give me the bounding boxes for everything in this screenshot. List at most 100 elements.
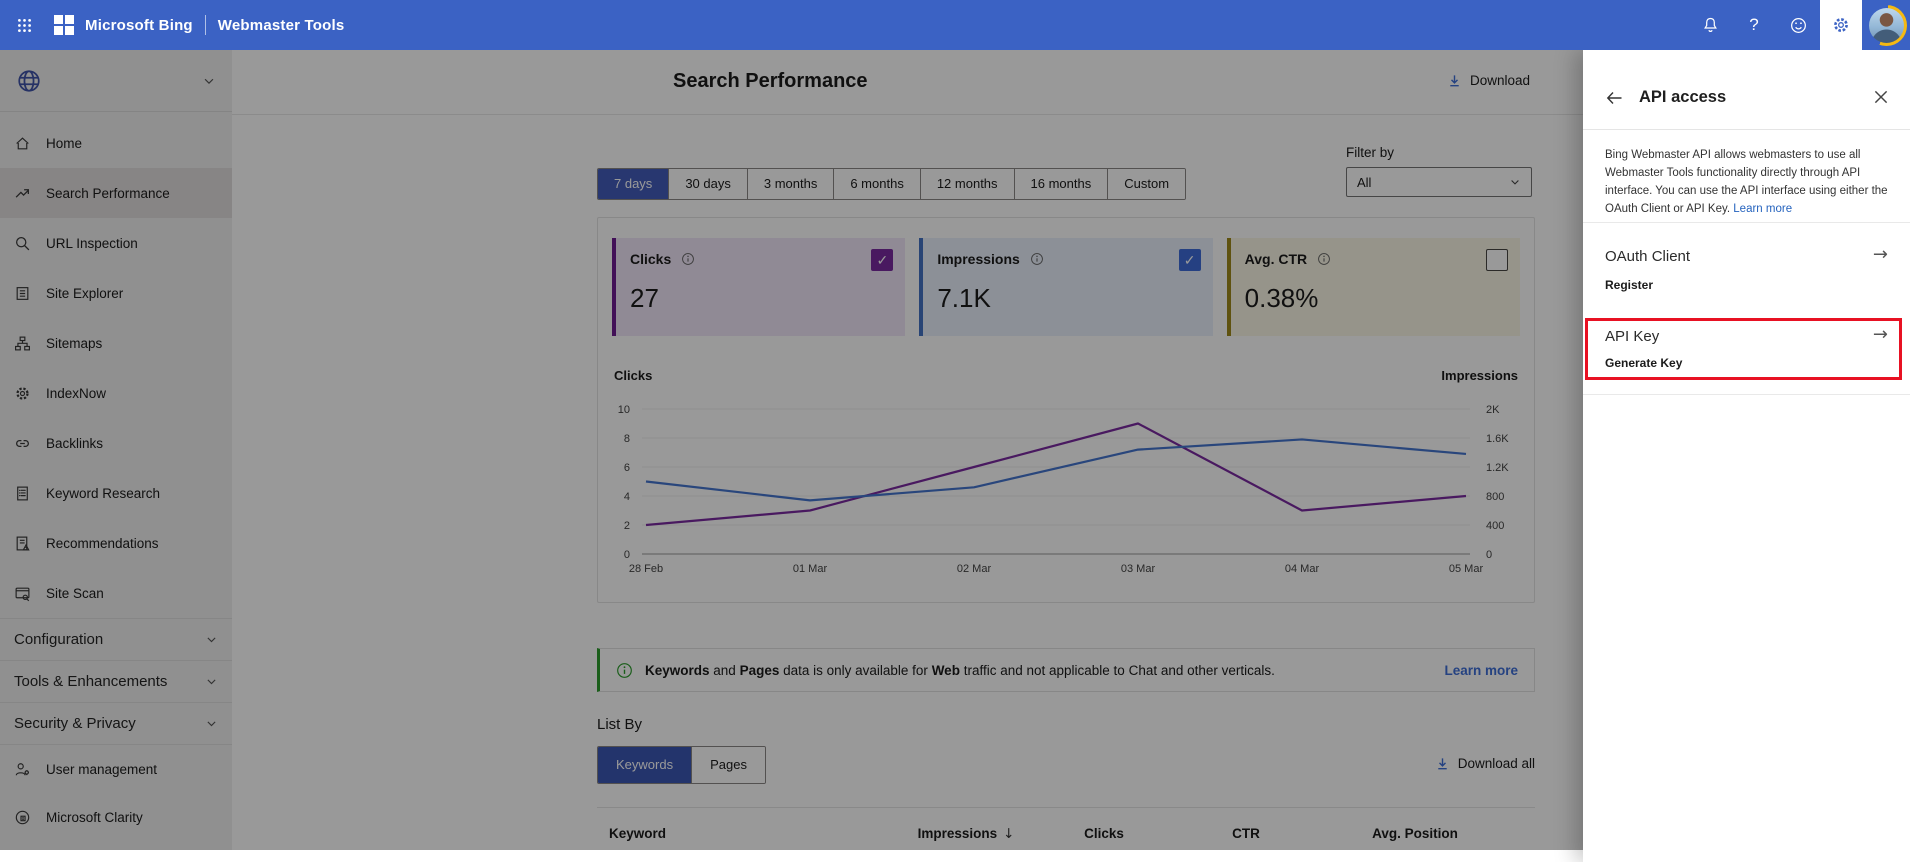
app-launcher-icon[interactable] — [0, 0, 48, 50]
info-icon — [616, 662, 633, 679]
sidebar-sections: Configuration Tools & Enhancements Securit… — [0, 618, 232, 744]
notifications-bell-icon[interactable] — [1688, 0, 1732, 50]
svg-text:2: 2 — [624, 520, 630, 532]
sidebar-item-user-management[interactable]: User management — [0, 745, 232, 793]
range-tab-6-months[interactable]: 6 months — [833, 169, 920, 199]
list-by-toggle: Keywords Pages — [597, 746, 766, 784]
oauth-arrow-right-icon[interactable]: → — [1872, 244, 1888, 265]
browser-icon — [14, 585, 31, 602]
metric-card-impressions: Impressions ✓ 7.1K — [919, 238, 1213, 336]
sidebar-item-label: Search Performance — [46, 185, 170, 201]
sidebar-item-site-scan[interactable]: Site Scan — [0, 568, 232, 618]
info-icon[interactable] — [1030, 252, 1044, 266]
svg-text:0: 0 — [1486, 549, 1492, 561]
column-header-impressions[interactable]: Impressions ↓ — [917, 826, 1015, 842]
range-tab-custom[interactable]: Custom — [1107, 169, 1186, 199]
home-icon — [14, 135, 31, 152]
performance-chart: 0 2 4 6 8 10 0 400 800 1.2K 1.6K 2K 28 Feb 01 Mar 02 M… — [618, 404, 1510, 575]
sidebar-item-label: Microsoft Clarity — [46, 809, 143, 825]
download-icon — [1447, 73, 1462, 88]
metric-card-avg-ctr: Avg. CTR 0.38% — [1226, 238, 1520, 336]
svg-text:04 Mar: 04 Mar — [1285, 563, 1320, 575]
microsoft-logo-icon — [54, 14, 75, 36]
svg-text:03 Mar: 03 Mar — [1121, 563, 1156, 575]
chevron-down-icon — [202, 74, 216, 88]
site-selector[interactable] — [0, 50, 232, 112]
column-header-clicks[interactable]: Clicks — [1084, 826, 1124, 841]
product-name[interactable]: Webmaster Tools — [217, 16, 345, 34]
download-all-button[interactable]: Download all — [1435, 756, 1535, 771]
feedback-smiley-icon[interactable] — [1776, 0, 1820, 50]
avatar-progress-ring — [1865, 4, 1907, 46]
sidebar-item-home[interactable]: Home — [0, 118, 232, 168]
column-header-avg-position[interactable]: Avg. Position — [1372, 826, 1458, 841]
column-header-ctr[interactable]: CTR — [1232, 826, 1260, 841]
panel-title: API access — [1639, 88, 1727, 106]
sidebar-item-backlinks[interactable]: Backlinks — [0, 418, 232, 468]
sidebar-item-label: Keyword Research — [46, 485, 161, 501]
range-tab-30-days[interactable]: 30 days — [668, 169, 747, 199]
performance-chart-card: Clicks ✓ 27 Impressions ✓ 7.1K Avg. CTR 0.38% C… — [597, 217, 1535, 603]
sidebar-section-tools-enhancements[interactable]: Tools & Enhancements — [0, 660, 232, 702]
sidebar-item-microsoft-clarity[interactable]: Microsoft Clarity — [0, 793, 232, 841]
api-key-title: API Key — [1605, 328, 1660, 345]
bottom-strip — [0, 850, 1583, 862]
sidebar-item-recommendations[interactable]: Recommendations — [0, 518, 232, 568]
info-icon[interactable] — [1317, 252, 1331, 266]
range-tab-7-days[interactable]: 7 days — [598, 169, 669, 199]
api-key-arrow-right-icon[interactable]: → — [1872, 324, 1888, 345]
sidebar-item-url-inspection[interactable]: URL Inspection — [0, 218, 232, 268]
download-button[interactable]: Download — [1447, 73, 1530, 88]
sidebar-item-label: Backlinks — [46, 435, 104, 451]
list-by-label: List By — [597, 716, 643, 733]
sidebar-item-search-performance[interactable]: Search Performance — [0, 168, 232, 218]
sidebar: Home Search Performance URL Inspection Site… — [0, 50, 232, 862]
metric-checkbox-avg-ctr[interactable] — [1485, 249, 1508, 271]
sidebar-item-sitemaps[interactable]: Sitemaps — [0, 318, 232, 368]
metric-label: Avg. CTR — [1244, 251, 1308, 267]
back-arrow-icon[interactable] — [1605, 88, 1625, 108]
list-by-tab-pages[interactable]: Pages — [691, 747, 765, 783]
banner-learn-more-link[interactable]: Learn more — [1444, 662, 1518, 678]
oauth-client-title: OAuth Client — [1605, 248, 1691, 265]
account-avatar[interactable] — [1862, 0, 1910, 50]
oauth-register-link[interactable]: Register — [1605, 278, 1654, 292]
download-icon — [1435, 756, 1450, 771]
sidebar-section-configuration[interactable]: Configuration — [0, 618, 232, 660]
range-tab-3-months[interactable]: 3 months — [746, 169, 834, 199]
info-icon[interactable] — [681, 252, 695, 266]
column-header-keyword[interactable]: Keyword — [609, 826, 667, 841]
close-icon[interactable] — [1872, 88, 1890, 106]
svg-text:01 Mar: 01 Mar — [793, 563, 828, 575]
list-by-tab-keywords[interactable]: Keywords — [598, 747, 692, 783]
sidebar-section-security-privacy[interactable]: Security & Privacy — [0, 702, 232, 744]
sidebar-item-site-explorer[interactable]: Site Explorer — [0, 268, 232, 318]
sidebar-item-label: Sitemaps — [46, 335, 103, 351]
api-key-generate-link[interactable]: Generate Key — [1605, 356, 1683, 370]
metric-checkbox-clicks[interactable]: ✓ — [871, 249, 894, 271]
sidebar-item-label: Recommendations — [46, 535, 159, 551]
help-icon[interactable]: ? — [1749, 15, 1759, 34]
panel-description-text: Bing Webmaster API allows webmasters to … — [1605, 149, 1888, 216]
link-icon — [14, 435, 31, 452]
svg-text:800: 800 — [1486, 491, 1504, 503]
sidebar-item-keyword-research[interactable]: Keyword Research — [0, 468, 232, 518]
metric-value: 27 — [630, 283, 659, 313]
metric-checkbox-impressions[interactable]: ✓ — [1178, 249, 1201, 271]
panel-learn-more-link[interactable]: Learn more — [1733, 203, 1793, 216]
brand-separator — [204, 15, 206, 35]
brand-name[interactable]: Microsoft Bing — [85, 16, 193, 34]
metric-card-clicks: Clicks ✓ 27 — [612, 238, 906, 336]
right-axis-title: Impressions — [1441, 368, 1518, 383]
settings-gear-icon[interactable] — [1820, 0, 1862, 50]
svg-text:10: 10 — [618, 404, 630, 416]
avatar-photo — [1868, 7, 1904, 43]
svg-text:05 Mar: 05 Mar — [1449, 563, 1484, 575]
svg-text:6: 6 — [624, 462, 630, 474]
svg-text:0: 0 — [624, 549, 630, 561]
modal-dim-overlay[interactable] — [0, 50, 1583, 850]
filter-dropdown[interactable]: All — [1346, 167, 1532, 197]
range-tab-16-months[interactable]: 16 months — [1013, 169, 1108, 199]
sidebar-item-indexnow[interactable]: IndexNow — [0, 368, 232, 418]
range-tab-12-months[interactable]: 12 months — [919, 169, 1014, 199]
